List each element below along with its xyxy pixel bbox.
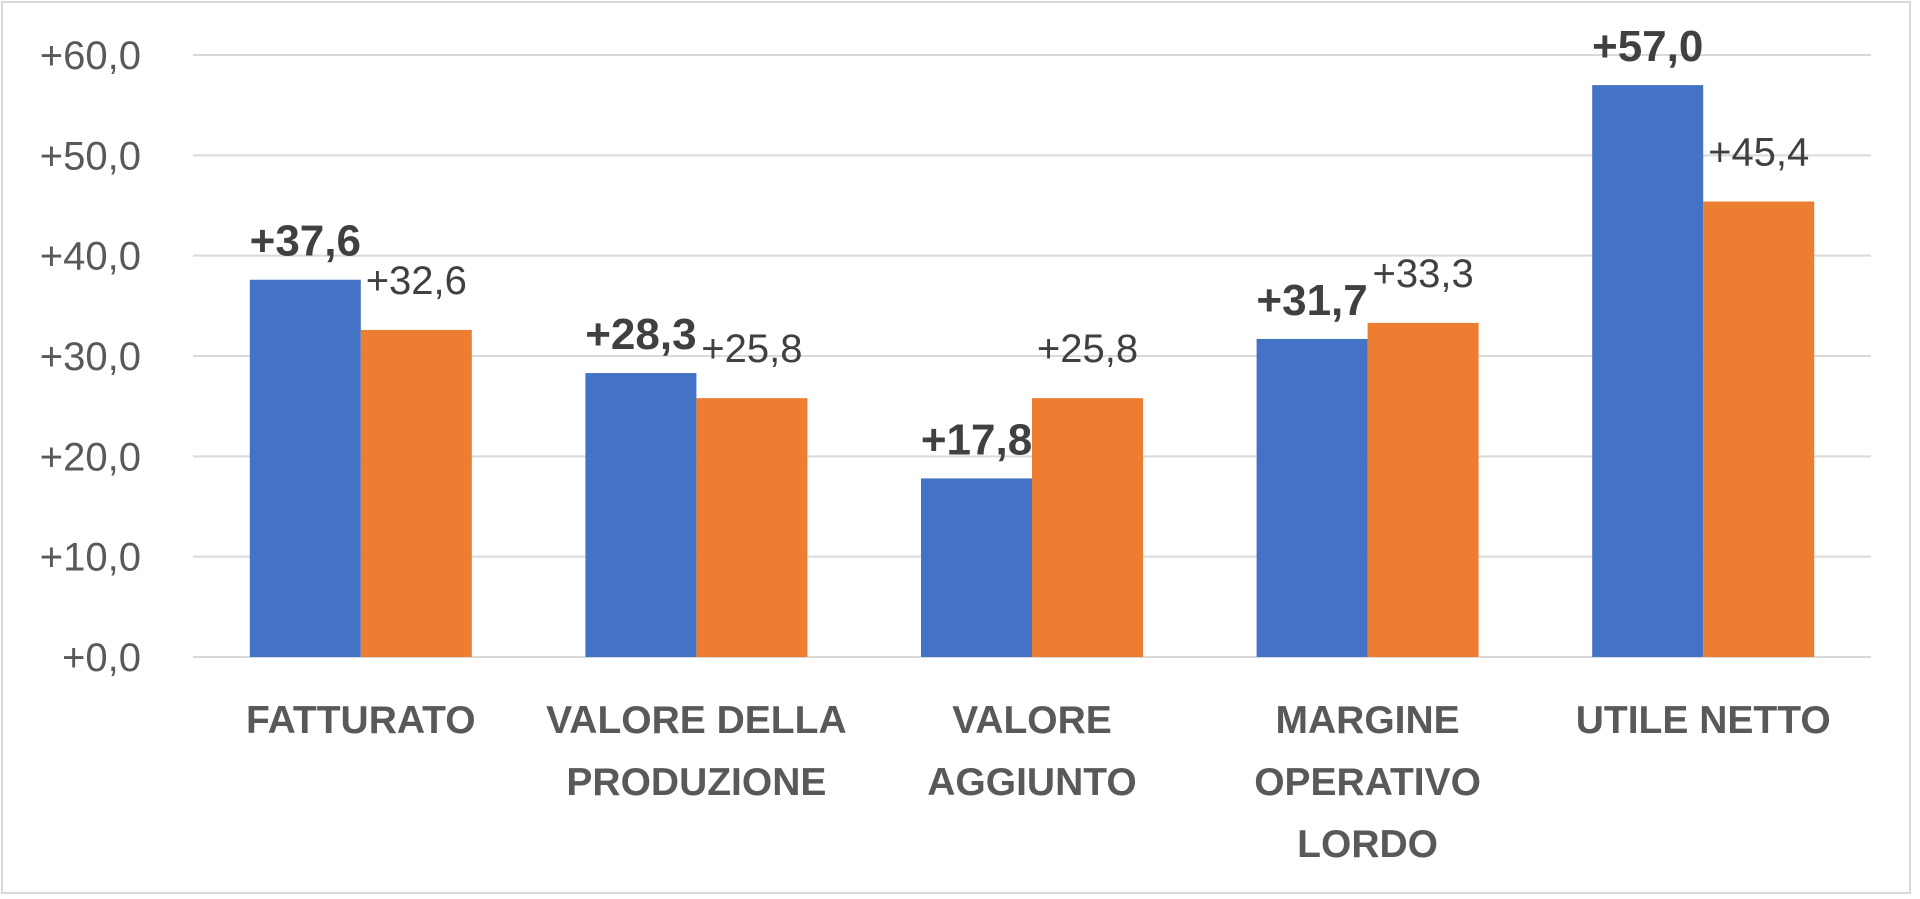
bar <box>249 279 361 657</box>
category-label: AGGIUNTO <box>927 761 1136 804</box>
data-label: +45,4 <box>1708 130 1809 174</box>
data-label: +57,0 <box>1592 22 1703 71</box>
category-label: VALORE DELLA <box>546 699 846 742</box>
category-label: LORDO <box>1297 823 1438 866</box>
category-label: OPERATIVO <box>1254 761 1481 804</box>
category-label: MARGINE <box>1276 699 1460 742</box>
y-tick-label: +60,0 <box>40 34 141 78</box>
y-axis-tick-labels: +0,0 +10,0 +20,0 +30,0 +40,0 +50,0 +60,0 <box>40 34 141 680</box>
y-tick-label: +50,0 <box>40 134 141 178</box>
bar <box>1032 398 1143 657</box>
bar <box>1703 201 1815 657</box>
bar <box>360 329 472 657</box>
y-tick-label: +0,0 <box>62 636 141 680</box>
y-tick-label: +30,0 <box>40 335 141 379</box>
bar <box>921 478 1032 657</box>
data-label: +32,6 <box>366 259 467 303</box>
data-label: +31,7 <box>1256 276 1367 325</box>
y-tick-label: +40,0 <box>40 235 141 279</box>
data-label: +17,8 <box>921 415 1032 464</box>
data-label: +25,8 <box>701 327 802 371</box>
bar <box>1592 85 1704 658</box>
category-label: FATTURATO <box>246 699 476 742</box>
y-tick-label: +10,0 <box>40 536 141 580</box>
data-labels: +37,6+32,6+28,3 +25,8+17,8+25,8+31,7+33,3… <box>250 22 1810 464</box>
category-label: UTILE NETTO <box>1576 699 1831 742</box>
data-label: +25,8 <box>1037 327 1138 371</box>
category-label: VALORE <box>952 699 1112 742</box>
category-labels: FATTURATO VALORE DELLA PRODUZIONE VALORE AGG… <box>246 699 1831 866</box>
data-label: +37,6 <box>250 217 361 266</box>
data-label: +28,3 <box>585 310 696 359</box>
bar <box>1367 322 1479 657</box>
y-tick-label: +20,0 <box>40 435 141 479</box>
data-label: +33,3 <box>1372 252 1473 296</box>
bar <box>1256 338 1368 657</box>
bar <box>585 373 697 657</box>
bar <box>696 398 808 657</box>
bars <box>249 85 1815 658</box>
bar-chart: +0,0 +10,0 +20,0 +30,0 +40,0 +50,0 +60,0 +37,6… <box>40 22 1871 866</box>
category-label: PRODUZIONE <box>566 761 826 804</box>
